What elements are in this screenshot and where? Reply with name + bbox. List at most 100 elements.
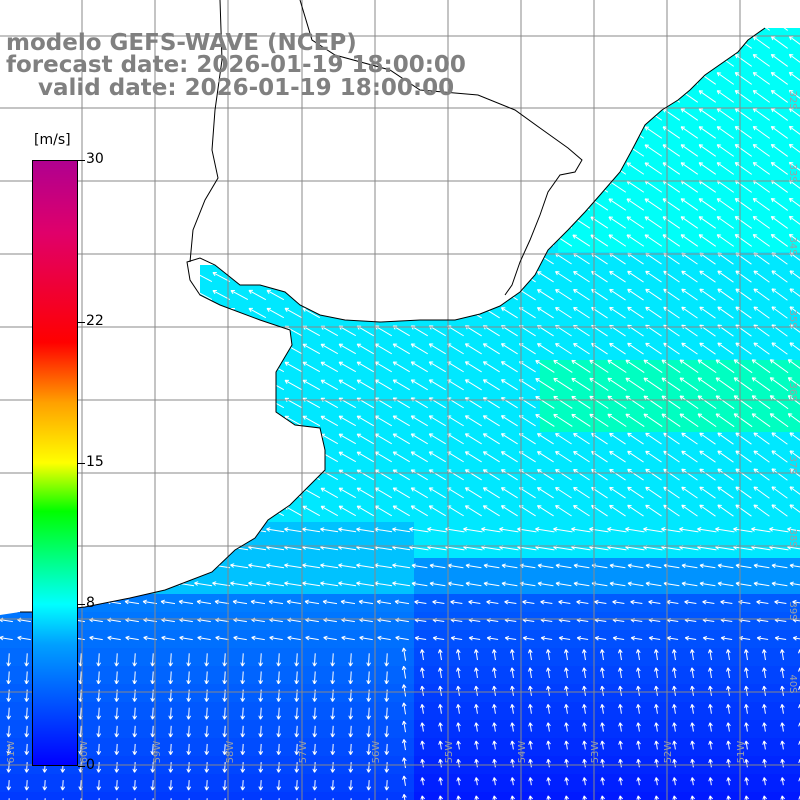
wind-arrow (258, 707, 264, 720)
wind-arrow (608, 216, 627, 229)
longitude-label: 58W (225, 741, 236, 764)
wind-arrow (771, 288, 788, 301)
wind-arrow (715, 359, 735, 374)
wind-arrow (546, 704, 551, 714)
wind-cell (792, 36, 800, 55)
wind-arrow (627, 563, 644, 569)
wind-arrow (428, 415, 446, 427)
wind-arrow (744, 685, 749, 696)
wind-arrow (717, 581, 734, 587)
wind-arrow (662, 198, 681, 211)
wind-arrow (761, 649, 767, 661)
wind-arrow (662, 144, 681, 157)
wind-arrow (625, 395, 645, 409)
wind-arrow (681, 288, 698, 301)
wind-arrow (571, 359, 591, 373)
longitude-label: 52W (663, 741, 674, 764)
wind-arrow (573, 581, 590, 587)
wind-arrow (536, 307, 554, 319)
wind-arrow (594, 635, 607, 641)
wind-arrow (617, 649, 623, 661)
wind-cell (792, 324, 800, 343)
wind-arrow (582, 795, 588, 800)
longitude-label: 61W (6, 741, 17, 764)
wind-arrow (420, 777, 425, 786)
wind-arrow (96, 762, 102, 773)
wind-arrow (456, 667, 461, 678)
wind-arrow (248, 307, 267, 319)
wind-arrow (168, 762, 174, 773)
wind-arrow (789, 342, 800, 355)
wind-arrow (572, 234, 591, 247)
wind-arrow (492, 795, 498, 800)
wind-arrow (474, 722, 479, 732)
wind-arrow (302, 527, 321, 533)
wind-arrow (780, 740, 785, 750)
wind-arrow (356, 415, 375, 427)
wind-arrow (600, 758, 605, 768)
wind-arrow (618, 704, 623, 714)
wind-arrow (24, 780, 30, 791)
wind-arrow (788, 161, 800, 175)
colorbar-tick-mark (78, 160, 85, 161)
wind-arrow (414, 635, 427, 641)
wind-arrow (212, 581, 231, 587)
wind-arrow (348, 725, 354, 738)
longitude-label: 56W (371, 741, 382, 764)
wind-cell (198, 792, 217, 800)
wind-arrow (654, 758, 659, 768)
wind-arrow (680, 234, 699, 247)
wind-arrow (627, 450, 644, 463)
wind-arrow (6, 707, 12, 720)
wind-cell (234, 792, 253, 800)
wind-arrow (510, 667, 515, 678)
wind-arrow (753, 450, 770, 463)
wind-cell (792, 252, 800, 271)
wind-arrow (420, 722, 425, 732)
wind-arrow (537, 563, 554, 569)
wind-arrow (589, 527, 609, 533)
wind-arrow (204, 780, 210, 791)
wind-arrow (672, 722, 677, 732)
wind-arrow (576, 599, 589, 605)
wind-arrow (248, 289, 267, 301)
wind-arrow (594, 599, 607, 605)
wind-arrow (222, 725, 228, 738)
wind-arrow (312, 762, 318, 773)
wind-arrow (535, 395, 555, 409)
wind-arrow (734, 144, 753, 157)
wind-arrow (708, 758, 713, 768)
wind-arrow (204, 653, 209, 667)
wind-arrow (258, 762, 264, 773)
wind-arrow (302, 415, 321, 427)
wind-arrow (428, 325, 446, 337)
wind-arrow (626, 216, 645, 229)
wind-arrow (114, 725, 120, 738)
wind-arrow (680, 126, 699, 139)
wind-cell (342, 792, 361, 800)
wind-arrow (555, 487, 572, 499)
wind-arrow (276, 743, 282, 755)
wind-arrow (788, 71, 800, 85)
wind-arrow (582, 685, 587, 696)
wind-arrow (96, 780, 102, 791)
wind-arrow (6, 780, 12, 791)
wind-arrow (124, 599, 140, 605)
wind-arrow (555, 433, 572, 445)
wind-arrow (626, 162, 645, 175)
wind-arrow (770, 161, 788, 175)
wind-arrow (366, 653, 371, 667)
wind-arrow (284, 581, 303, 587)
wind-arrow (716, 162, 735, 175)
wind-arrow (600, 685, 605, 696)
wind-cell (72, 792, 91, 800)
wind-arrow (702, 635, 715, 641)
wind-arrow (698, 234, 717, 247)
wind-arrow (302, 343, 321, 355)
wind-arrow (789, 468, 800, 481)
wind-arrow (770, 35, 788, 49)
wind-arrow (323, 635, 337, 641)
wind-cell (792, 666, 800, 685)
wind-arrow (645, 450, 662, 463)
wind-arrow (752, 107, 771, 121)
